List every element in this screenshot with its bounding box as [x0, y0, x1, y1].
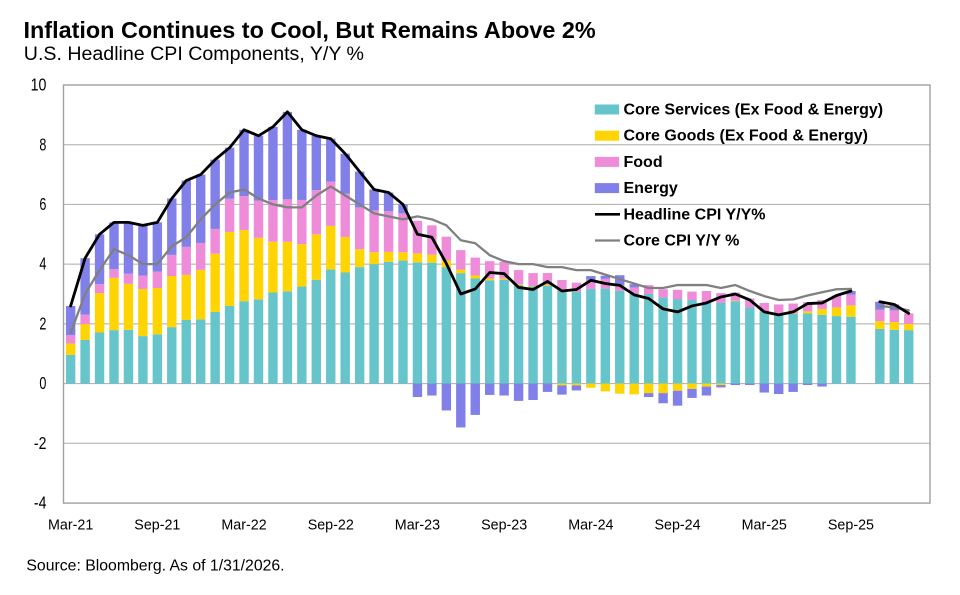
svg-text:Mar-21: Mar-21	[48, 518, 93, 534]
svg-text:Mar-25: Mar-25	[742, 518, 787, 534]
svg-text:-4: -4	[34, 493, 47, 513]
svg-text:10: 10	[31, 75, 47, 95]
svg-text:8: 8	[39, 134, 46, 154]
svg-text:Inflation Continues to Cool, B: Inflation Continues to Cool, But Remains…	[24, 17, 596, 43]
svg-text:Core CPI Y/Y %: Core CPI Y/Y %	[624, 233, 740, 250]
svg-text:0: 0	[39, 373, 46, 393]
svg-text:Headline CPI Y/Y%: Headline CPI Y/Y%	[624, 206, 766, 223]
svg-text:4: 4	[39, 254, 46, 274]
svg-text:Energy: Energy	[624, 180, 678, 197]
svg-text:Core Goods (Ex Food & Energy): Core Goods (Ex Food & Energy)	[624, 128, 868, 145]
svg-text:Source: Bloomberg. As of 1/31/: Source: Bloomberg. As of 1/31/2026.	[26, 557, 284, 574]
svg-text:Sep-21: Sep-21	[134, 518, 180, 534]
svg-text:Sep-24: Sep-24	[654, 518, 700, 534]
svg-text:Core Services (Ex Food & Energ: Core Services (Ex Food & Energy)	[624, 102, 884, 119]
svg-text:-2: -2	[34, 433, 47, 453]
svg-text:Mar-24: Mar-24	[568, 518, 613, 534]
svg-text:Mar-22: Mar-22	[221, 518, 266, 534]
svg-text:Sep-22: Sep-22	[308, 518, 354, 534]
svg-text:U.S. Headline CPI Components,: U.S. Headline CPI Components, Y/Y %	[24, 43, 364, 65]
svg-text:2: 2	[39, 313, 46, 333]
svg-text:Food: Food	[624, 154, 663, 171]
svg-text:Sep-25: Sep-25	[828, 518, 874, 534]
svg-text:6: 6	[39, 194, 46, 214]
svg-text:Mar-23: Mar-23	[395, 518, 440, 534]
svg-text:Sep-23: Sep-23	[481, 518, 527, 534]
